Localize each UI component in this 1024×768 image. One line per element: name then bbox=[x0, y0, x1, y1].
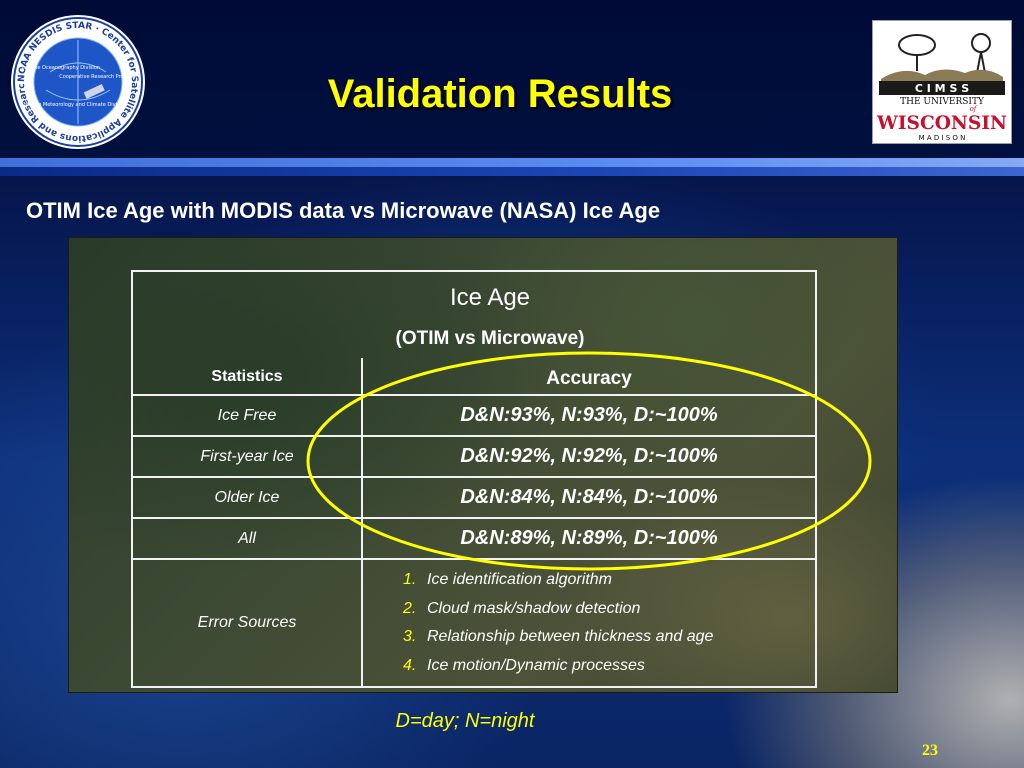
list-item: 4. Ice motion/Dynamic processes bbox=[403, 652, 815, 681]
error-sources-cell: 1. Ice identification algorithm 2. Cloud m… bbox=[361, 558, 817, 688]
list-item-number: 3. bbox=[403, 628, 417, 645]
list-item: 3. Relationship between thickness and age bbox=[403, 623, 815, 652]
row-label: First-year Ice bbox=[131, 435, 363, 478]
ice-age-results-table: Ice Age (OTIM vs Microwave) Statistics A… bbox=[131, 270, 817, 688]
list-item-text: Relationship between thickness and age bbox=[427, 628, 714, 645]
table-row: First-year Ice D&N:92%, N:92%, D:~100% bbox=[131, 435, 817, 478]
svg-text:Cooperative Research Program: Cooperative Research Program bbox=[59, 74, 137, 80]
error-sources-row: Error Sources 1. Ice identification algor… bbox=[131, 558, 817, 688]
svg-text:WISCONSIN: WISCONSIN bbox=[876, 112, 1007, 134]
error-sources-label: Error Sources bbox=[131, 558, 363, 688]
column-header-statistics: Statistics bbox=[211, 368, 283, 385]
table-header-cell: Ice Age (OTIM vs Microwave) Statistics A… bbox=[131, 270, 817, 396]
list-item-text: Ice motion/Dynamic processes bbox=[427, 656, 645, 674]
svg-text:of: of bbox=[970, 105, 978, 113]
noaa-star-seal-icon: NOAA NESDIS STAR · Center for Satellite … bbox=[7, 7, 145, 149]
list-item-number: 2. bbox=[403, 599, 417, 617]
svg-text:THE UNIVERSITY: THE UNIVERSITY bbox=[900, 97, 985, 107]
svg-text:Satellite Meteorology and Clim: Satellite Meteorology and Climate Divisi… bbox=[21, 102, 127, 108]
list-item: 2. Cloud mask/shadow detection bbox=[403, 595, 815, 624]
cimss-logo: C I M S S THE UNIVERSITY of WISCONSIN M … bbox=[872, 20, 1012, 144]
footnote: D=day; N=night bbox=[395, 710, 535, 732]
error-sources-list: 1. Ice identification algorithm 2. Cloud m… bbox=[363, 560, 815, 686]
noaa-nesdis-star-logo: NOAA NESDIS STAR · Center for Satellite … bbox=[7, 7, 146, 150]
row-accuracy-value: D&N:84%, N:84%, D:~100% bbox=[361, 476, 817, 519]
table-row: All D&N:89%, N:89%, D:~100% bbox=[131, 517, 817, 560]
page-title: Validation Results bbox=[327, 72, 673, 116]
row-label: Older Ice bbox=[131, 476, 363, 519]
header-divider-dark bbox=[0, 167, 1024, 176]
svg-text:Satellite Oceanography Divisio: Satellite Oceanography Division bbox=[20, 65, 100, 71]
table-title: Ice Age bbox=[449, 284, 531, 311]
row-label: Ice Free bbox=[131, 394, 363, 437]
column-header-accuracy: Accuracy bbox=[546, 368, 632, 389]
page-number: 23 bbox=[922, 742, 938, 759]
header-bar bbox=[0, 0, 1024, 158]
row-accuracy-value: D&N:93%, N:93%, D:~100% bbox=[361, 394, 817, 437]
table-row: Older Ice D&N:84%, N:84%, D:~100% bbox=[131, 476, 817, 519]
header-divider-light bbox=[0, 158, 1024, 167]
svg-text:C I M S S: C I M S S bbox=[915, 82, 969, 95]
list-item-number: 4. bbox=[403, 656, 417, 674]
table-subtitle: (OTIM vs Microwave) bbox=[395, 328, 585, 349]
svg-text:M A D I S O N: M A D I S O N bbox=[919, 134, 966, 142]
table-row: Ice Free D&N:93%, N:93%, D:~100% bbox=[131, 394, 817, 437]
slide-subtitle: OTIM Ice Age with MODIS data vs Microwav… bbox=[26, 198, 661, 223]
list-item-text: Cloud mask/shadow detection bbox=[427, 599, 641, 617]
row-label: All bbox=[131, 517, 363, 560]
row-accuracy-value: D&N:89%, N:89%, D:~100% bbox=[361, 517, 817, 560]
list-item: 1. Ice identification algorithm bbox=[403, 566, 815, 595]
cimss-landscape-icon bbox=[881, 33, 1003, 81]
list-item-text: Ice identification algorithm bbox=[427, 571, 612, 588]
list-item-number: 1. bbox=[403, 571, 417, 588]
row-accuracy-value: D&N:92%, N:92%, D:~100% bbox=[361, 435, 817, 478]
